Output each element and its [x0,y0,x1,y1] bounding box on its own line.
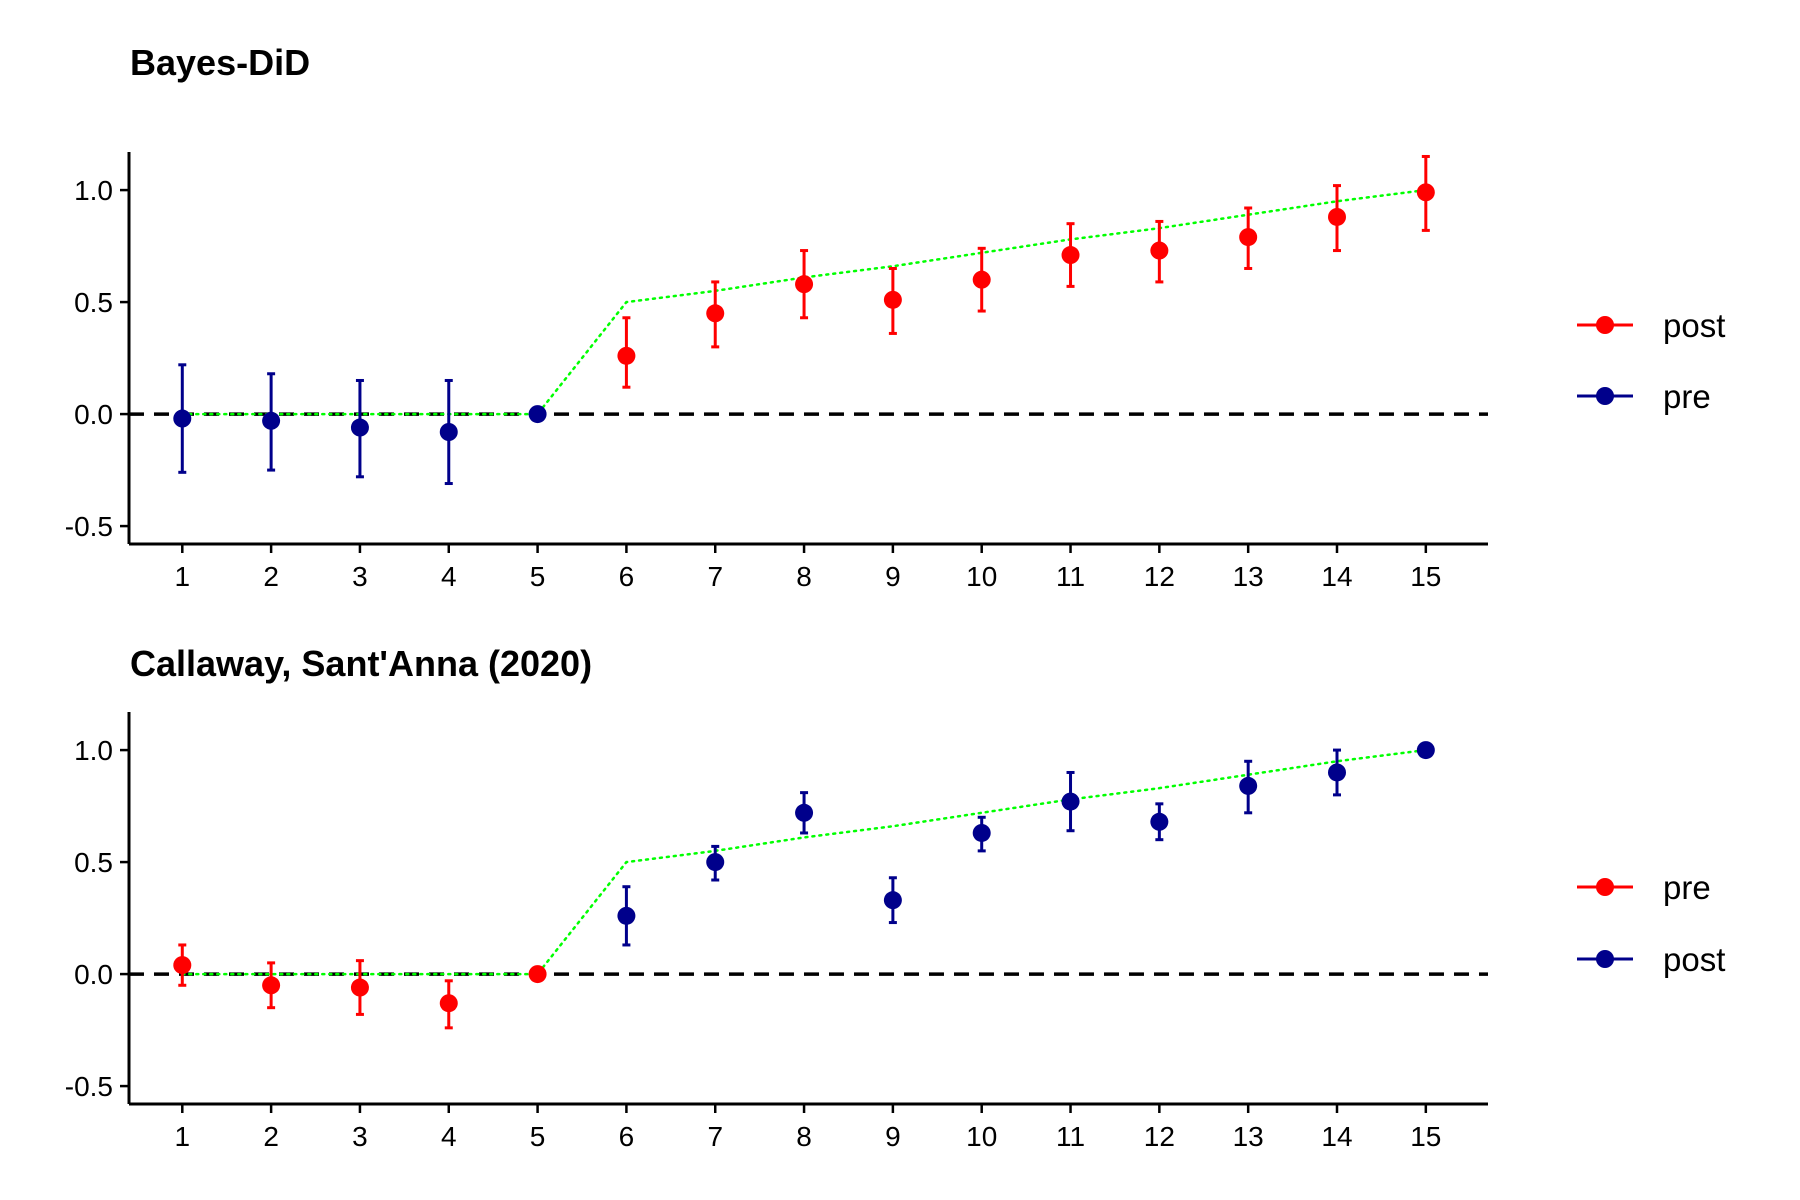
y-tick-label: 1.0 [74,735,113,766]
data-point [883,891,902,910]
legend-key-point [1596,316,1614,334]
data-point [350,978,369,997]
x-tick-label: 10 [966,561,997,592]
data-point [706,853,725,872]
x-tick-label: 3 [352,561,368,592]
legend-key-point [1596,387,1614,405]
data-point [617,906,636,925]
x-tick-label: 11 [1056,561,1085,592]
plot-area: -0.50.00.51.01 2 3 4 5 6 7 8 9 10 11 12 13 14 15 [65,152,1488,592]
x-tick-label: 5 [530,561,546,592]
legend-label: pre [1663,378,1711,415]
x-tick-label: 10 [966,1121,997,1152]
data-point [262,976,281,995]
data-point [1150,812,1169,831]
data-point [173,409,192,428]
data-point [1150,241,1169,260]
legend-item-1: post [1577,941,1725,978]
legend-item-0: pre [1577,869,1711,906]
x-tick-label: 6 [619,561,635,592]
legend-key-point [1596,878,1614,896]
legend-label: pre [1663,869,1711,906]
true-effect-line [181,748,1428,976]
data-point [1061,246,1080,265]
data-point [1239,776,1258,795]
y-tick-label: 0.5 [74,847,113,878]
data-point [1239,228,1258,247]
y-tick-label: 0.5 [74,287,113,318]
panel-callaway-santanna: Callaway, Sant'Anna (2020) -0.5 0.0 0.5 1.0… [65,643,1726,1152]
y-tick-label: -0.5 [65,1071,113,1102]
data-point [1328,207,1346,226]
data-point [1061,792,1080,811]
y-tick-label: -0.5 [65,511,113,542]
x-tick-label: 4 [441,561,457,592]
legend: pre post [1577,869,1725,978]
series-pre [173,943,547,1030]
data-point [972,823,991,842]
x-tick-label: 8 [796,561,812,592]
legend-label: post [1663,307,1725,344]
x-tick-label: 13 [1233,1121,1264,1152]
x-tick-label: 1 [175,1121,191,1152]
x-tick-label: 2 [263,561,279,592]
legend-label: post [1663,941,1725,978]
data-point [439,994,458,1013]
series-pre [173,363,547,486]
series-post [617,154,1435,389]
x-tick-label: 12 [1144,1121,1175,1152]
x-tick-label: 14 [1321,561,1352,592]
x-tick-label: 6 [619,1121,635,1152]
data-point [262,411,281,430]
x-tick-label: 13 [1233,561,1264,592]
data-point [439,423,458,441]
panel-bayes-did: Bayes-DiD -0.50.00.51.01 2 3 4 5 6 7 8 9 10 11 12 13… [65,42,1726,592]
x-tick-label: 1 [175,561,191,592]
data-point [795,803,814,822]
panel-title: Bayes-DiD [130,42,310,83]
data-point [706,304,725,323]
data-point [883,290,902,309]
legend-item-0: post [1577,307,1725,344]
x-tick-label: 12 [1144,561,1175,592]
x-tick-label: 7 [707,1121,723,1152]
data-point [528,965,547,984]
data-point [1328,763,1346,782]
x-tick-label: 8 [796,1121,812,1152]
x-tick-label: 9 [885,1121,901,1152]
x-tick-label: 14 [1321,1121,1352,1152]
legend: post pre [1577,307,1725,415]
series-post [617,741,1435,947]
data-point [617,346,636,365]
legend-key-point [1596,950,1614,968]
data-point [1416,183,1435,202]
panel-title: Callaway, Sant'Anna (2020) [130,643,592,684]
x-tick-label: 5 [530,1121,546,1152]
x-tick-label: 11 [1056,1121,1085,1152]
x-tick-label: 3 [352,1121,368,1152]
plot-area: -0.50.00.51.01 2 3 4 5 6 7 8 9 10 11 12 13 14 15 [65,712,1488,1152]
x-tick-label: 15 [1410,561,1441,592]
y-tick-label: 0.0 [74,399,113,430]
y-tick-label: 1.0 [74,175,113,206]
data-point [350,418,369,437]
x-tick-label: 9 [885,561,901,592]
x-tick-label: 7 [707,561,723,592]
data-point [528,405,547,424]
x-tick-label: 4 [441,1121,457,1152]
x-tick-label: 2 [263,1121,279,1152]
data-point [795,275,814,294]
legend-item-1: pre [1577,378,1711,415]
data-point [972,270,991,289]
data-point [173,956,192,975]
data-point [1416,741,1435,760]
y-tick-label: 0.0 [74,959,113,990]
x-tick-label: 15 [1410,1121,1441,1152]
